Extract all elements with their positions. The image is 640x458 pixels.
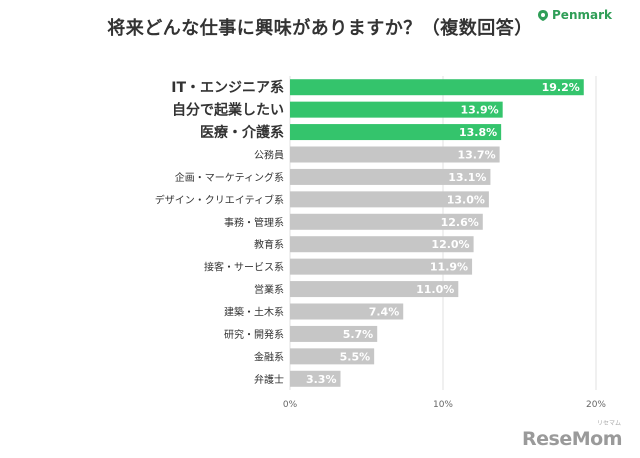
bar xyxy=(290,258,473,275)
data-label: 19.2% xyxy=(542,81,580,94)
resemom-watermark: ReseMom xyxy=(522,428,622,450)
data-label: 12.6% xyxy=(441,216,479,229)
category-label: 事務・管理系 xyxy=(224,216,284,229)
data-label: 12.0% xyxy=(431,238,469,251)
category-label: 建築・土木系 xyxy=(224,306,284,319)
category-label: 医療・介護系 xyxy=(200,124,284,141)
bar xyxy=(290,79,584,96)
x-tick-label: 10% xyxy=(433,400,453,410)
data-label: 13.9% xyxy=(460,104,498,117)
bar xyxy=(290,146,500,163)
category-label: IT・エンジニア系 xyxy=(171,79,284,96)
penmark-logo: Penmark xyxy=(538,8,612,22)
x-tick-label: 0% xyxy=(283,400,298,410)
bar xyxy=(290,348,375,365)
data-label: 7.4% xyxy=(369,306,400,319)
category-label: 営業系 xyxy=(254,283,284,296)
data-label: 11.0% xyxy=(416,283,454,296)
watermark-kana: リセマム xyxy=(596,420,621,427)
data-label: 11.9% xyxy=(430,261,468,274)
bar xyxy=(290,101,503,118)
category-label: 研究・開発系 xyxy=(224,328,284,341)
bar xyxy=(290,325,378,342)
category-label: 教育系 xyxy=(254,238,284,251)
category-label: 接客・サービス系 xyxy=(204,261,284,274)
penmark-leaf-icon xyxy=(538,9,549,21)
data-label: 13.8% xyxy=(459,126,497,139)
data-label: 5.7% xyxy=(343,328,374,341)
bar xyxy=(290,213,483,230)
category-label: 金融系 xyxy=(254,350,284,363)
data-label: 13.0% xyxy=(447,193,485,206)
brand-name: Penmark xyxy=(552,8,612,22)
chart-title: 将来どんな仕事に興味がありますか？（複数回答） xyxy=(107,18,533,39)
bar xyxy=(290,191,489,208)
data-label: 13.7% xyxy=(457,149,495,162)
bar xyxy=(290,168,491,185)
bar xyxy=(290,281,459,298)
bar xyxy=(290,236,474,253)
category-label: 企画・マーケティング系 xyxy=(175,171,284,184)
bar xyxy=(290,370,341,387)
x-tick-label: 20% xyxy=(586,400,606,410)
data-label: 13.1% xyxy=(448,171,486,184)
category-label: 公務員 xyxy=(254,149,284,162)
category-label: 自分で起業したい xyxy=(172,102,284,119)
category-label: 弁護士 xyxy=(254,373,284,386)
bar xyxy=(290,303,404,320)
category-label: デザイン・クリエイティブ系 xyxy=(155,193,284,206)
data-label: 3.3% xyxy=(306,373,337,386)
data-label: 5.5% xyxy=(340,350,371,363)
bar xyxy=(290,124,502,141)
